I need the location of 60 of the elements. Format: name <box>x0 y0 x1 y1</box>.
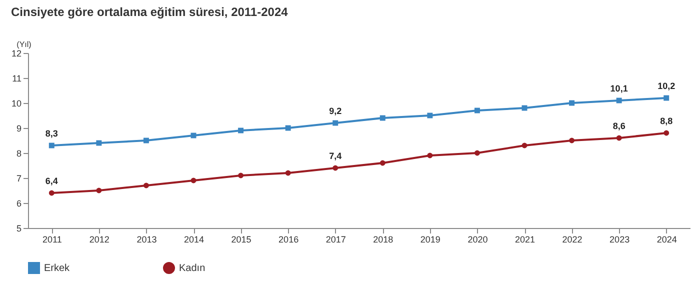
point <box>285 125 291 131</box>
x-tick-label: 2013 <box>136 234 157 244</box>
data-label: 10,2 <box>658 81 676 91</box>
data-label: 9,2 <box>329 106 342 116</box>
point <box>616 98 622 104</box>
x-tick-label: 2011 <box>42 234 62 244</box>
y-tick-label: 5 <box>16 224 22 234</box>
point <box>48 142 54 148</box>
point <box>238 172 244 178</box>
chart-title: Cinsiyete göre ortalama eğitim süresi, 2011-2024 <box>10 5 288 19</box>
x-tick-label: 2019 <box>420 234 440 244</box>
x-tick-label: 2017 <box>326 234 346 244</box>
point <box>664 130 670 136</box>
point <box>380 115 386 121</box>
point <box>427 152 433 158</box>
data-label: 10,1 <box>610 84 628 94</box>
x-tick-label: 2024 <box>656 234 677 244</box>
point <box>96 188 102 194</box>
point <box>332 120 338 126</box>
data-label: 7,4 <box>329 151 342 161</box>
y-axis-title: (Yıl) <box>16 40 32 49</box>
point <box>569 138 575 144</box>
point <box>332 165 338 171</box>
data-label: 6,4 <box>45 176 58 186</box>
data-label: 8,3 <box>45 128 58 138</box>
y-tick-label: 10 <box>11 98 22 108</box>
point <box>48 190 54 196</box>
x-tick-label: 2018 <box>373 234 394 244</box>
legend-label: Erkek <box>44 263 71 274</box>
y-tick-label: 7 <box>16 174 22 184</box>
y-tick-label: 8 <box>16 148 22 158</box>
data-label: 8,8 <box>660 116 673 126</box>
point <box>190 178 196 184</box>
x-tick-label: 2023 <box>610 234 630 244</box>
point <box>616 135 622 141</box>
point <box>238 128 244 134</box>
point <box>143 182 149 188</box>
point <box>380 160 386 166</box>
y-tick-label: 6 <box>16 198 22 208</box>
x-tick-label: 2020 <box>468 234 488 244</box>
x-tick-label: 2015 <box>231 234 252 244</box>
point <box>96 140 102 146</box>
legend-label: Kadın <box>179 263 206 274</box>
x-tick-label: 2016 <box>278 234 299 244</box>
point <box>664 95 670 101</box>
x-tick-label: 2012 <box>89 234 110 244</box>
point <box>285 170 291 176</box>
point <box>522 142 528 148</box>
point <box>143 138 149 144</box>
y-tick-label: 11 <box>12 74 22 84</box>
point <box>474 108 480 114</box>
x-tick-label: 2014 <box>184 234 204 244</box>
data-label: 8,6 <box>612 121 626 131</box>
point <box>427 112 433 118</box>
x-tick-label: 2022 <box>562 234 582 244</box>
x-tick-label: 2021 <box>514 234 536 244</box>
y-tick-label: 12 <box>11 48 22 58</box>
point <box>474 150 480 156</box>
point <box>569 100 575 106</box>
y-tick-label: 9 <box>16 124 22 134</box>
